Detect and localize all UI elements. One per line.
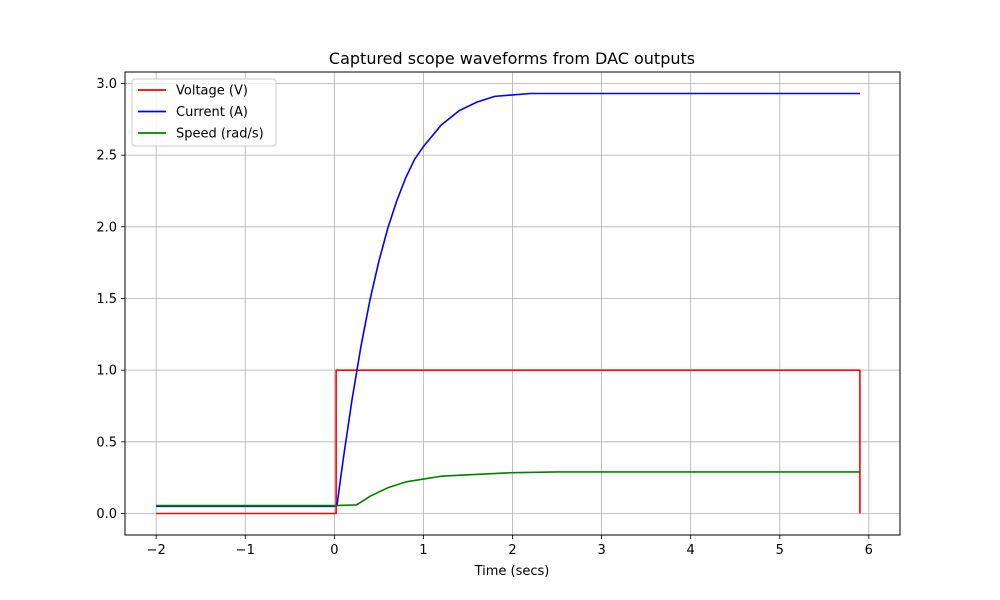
series-line-voltage-v: [156, 369, 861, 515]
y-tick-label: 0.5: [96, 435, 117, 450]
y-tick-label: 0.0: [96, 507, 117, 522]
series-layer: [156, 92, 861, 515]
x-tick-label: −1: [236, 543, 255, 558]
x-tick-label: 4: [687, 543, 695, 558]
legend-label-speed-rad-s: Speed (rad/s): [176, 127, 264, 142]
x-tick-label: 2: [508, 543, 516, 558]
chart-title: Captured scope waveforms from DAC output…: [329, 49, 695, 68]
x-tick-label: 1: [419, 543, 427, 558]
x-tick-label: 6: [865, 543, 873, 558]
x-tick-label: 3: [597, 543, 605, 558]
x-tick-label: −2: [147, 543, 166, 558]
legend-box: [131, 78, 277, 147]
tick-layer: −2 −1 0 1 2 3 4 5 6 0.0 0.5 1.0 1.5 2.0 2.5 3.0: [96, 77, 873, 558]
y-tick-label: 1.5: [96, 292, 117, 307]
y-tick-label: 2.5: [96, 149, 117, 164]
x-tick-label: 5: [776, 543, 784, 558]
plot-area: −2 −1 0 1 2 3 4 5 6 0.0 0.5 1.0 1.5 2.0 2.5 3.0: [96, 71, 901, 558]
x-tick-label: 0: [330, 543, 338, 558]
x-axis-label: Time (secs): [474, 564, 550, 579]
y-tick-label: 2.0: [96, 220, 117, 235]
y-tick-label: 1.0: [96, 364, 117, 379]
y-tick-label: 3.0: [96, 77, 117, 92]
series-line-speed-rad-s: [156, 471, 860, 507]
legend: Voltage (V) Current (A) Speed (rad/s): [131, 78, 277, 147]
legend-label-voltage-v: Voltage (V): [176, 84, 248, 99]
legend-label-current-a: Current (A): [176, 105, 248, 120]
